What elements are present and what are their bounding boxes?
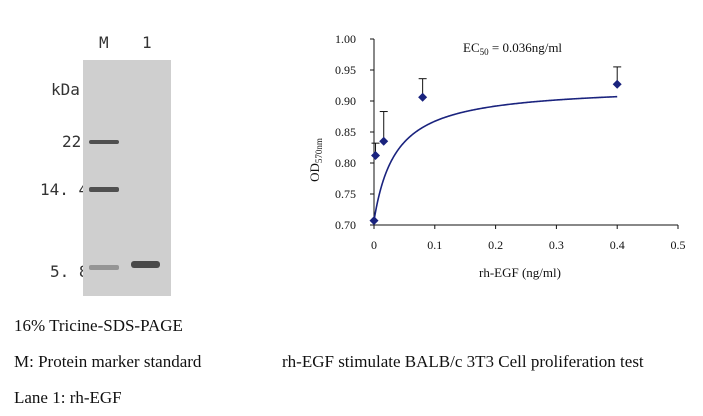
plot-layer: 0.70 0.75 0.80 0.85 0.90 0.95 1.00 0 0.1 0.2 0.3 0.… xyxy=(335,32,686,252)
caption-lane1: Lane 1: rh-EGF xyxy=(14,388,122,407)
ec50-annotation: EC50 = 0.036ng/ml xyxy=(463,40,562,57)
gel-lane-header-sample: 1 xyxy=(142,33,152,52)
gel-marker-band-5-8 xyxy=(89,265,119,270)
ylabel-od: OD570nm xyxy=(307,138,324,182)
y-tick-label: 0.70 xyxy=(335,218,356,232)
gel-lane-header-marker: M xyxy=(99,33,109,52)
fit-curve xyxy=(373,95,618,221)
data-point xyxy=(369,216,379,226)
data-point xyxy=(379,136,389,146)
gel-marker-label-14-4: 14. 4 xyxy=(40,180,89,199)
x-tick-label: 0.1 xyxy=(427,238,442,252)
data-point xyxy=(371,151,381,161)
gel-marker-band-22 xyxy=(89,140,119,144)
x-tick-label: 0.2 xyxy=(488,238,503,252)
y-tick-label: 0.90 xyxy=(335,94,356,108)
gel-unit-label: kDa xyxy=(51,80,80,99)
x-tick-label: 0.4 xyxy=(610,238,625,252)
gel-marker-label-5-8: 5. 8 xyxy=(50,262,89,281)
x-tick-label: 0.3 xyxy=(549,238,564,252)
caption-chart: rh-EGF stimulate BALB/c 3T3 Cell prolife… xyxy=(282,352,644,371)
x-tick-label: 0.5 xyxy=(671,238,686,252)
data-point xyxy=(418,92,428,102)
y-tick-label: 0.85 xyxy=(335,125,356,139)
y-tick-label: 0.95 xyxy=(335,63,356,77)
caption-marker: M: Protein marker standard xyxy=(14,352,202,371)
gel-marker-band-14-4 xyxy=(89,187,119,192)
gel-sample-band xyxy=(131,261,160,268)
x-tick-label: 0 xyxy=(371,238,377,252)
gel-marker-label-22: 22 xyxy=(62,132,82,151)
data-point xyxy=(612,79,622,89)
ec50-sub: 50 xyxy=(480,47,490,57)
xlabel: rh-EGF (ng/ml) xyxy=(479,265,561,280)
caption-gel-type: 16% Tricine-SDS-PAGE xyxy=(14,316,183,335)
gel-image xyxy=(83,60,171,296)
ec50-prefix: EC xyxy=(463,40,480,55)
y-tick-label: 1.00 xyxy=(335,32,356,46)
ec50-suffix: = 0.036ng/ml xyxy=(489,40,563,55)
ylabel-main: OD xyxy=(307,163,322,182)
y-tick-label: 0.75 xyxy=(335,187,356,201)
ylabel-sub: 570nm xyxy=(314,138,324,163)
y-tick-label: 0.80 xyxy=(335,156,356,170)
